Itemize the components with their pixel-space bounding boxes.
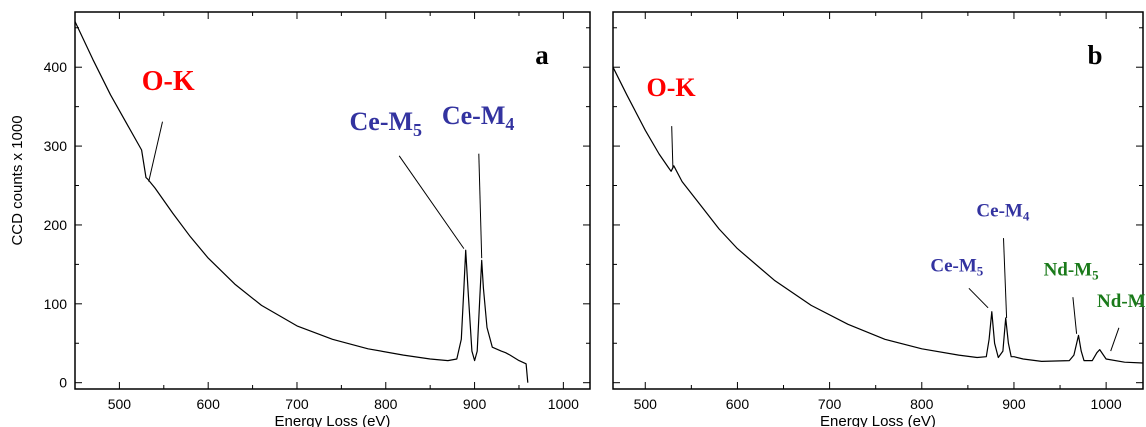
annotation-leader — [968, 287, 989, 309]
y-tick-label: 300 — [44, 138, 68, 154]
x-tick-label: 800 — [910, 396, 934, 412]
panel-letter: a — [535, 40, 549, 70]
edge-annotation: O-K — [142, 66, 195, 97]
annotation-leader — [671, 126, 674, 169]
annotation-leader — [1072, 297, 1078, 334]
plot-frame — [612, 11, 1144, 390]
spectrum-line — [612, 66, 1144, 364]
y-tick-label: 0 — [59, 375, 67, 391]
edge-annotation: Ce-M4 — [976, 200, 1029, 223]
x-tick-label: 600 — [726, 396, 750, 412]
x-axis-label: Energy Loss (eV) — [820, 413, 936, 427]
annotation-leader — [478, 153, 483, 259]
x-tick-label: 1000 — [1091, 396, 1122, 412]
x-tick-label: 700 — [818, 396, 842, 412]
x-axis-label: Energy Loss (eV) — [275, 413, 391, 427]
y-tick-label: 100 — [44, 296, 68, 312]
x-tick-label: 900 — [463, 396, 487, 412]
x-tick-label: 700 — [285, 396, 309, 412]
y-axis-label: CCD counts x 1000 — [9, 115, 26, 245]
x-tick-label: 500 — [634, 396, 658, 412]
x-tick-label: 800 — [374, 396, 398, 412]
edge-annotation: Ce-M5 — [350, 107, 423, 140]
x-tick-label: 500 — [108, 396, 132, 412]
x-tick-label: 600 — [197, 396, 221, 412]
annotation-leader — [1110, 327, 1120, 352]
y-tick-label: 400 — [44, 59, 68, 75]
panel-a: 500 600 700 800 900 1000 0 100 200 300 400 Energy L… — [9, 11, 591, 427]
edge-annotation: Nd-M4 — [1097, 291, 1146, 314]
annotation-leader — [148, 121, 163, 182]
edge-annotation: O-K — [647, 73, 697, 102]
edge-annotation: Ce-M4 — [442, 101, 515, 134]
panel-letter: b — [1087, 40, 1102, 70]
annotation-leader — [398, 155, 465, 249]
x-tick-label: 900 — [1002, 396, 1026, 412]
panel-b: 500 600 700 800 900 1000 Energy Loss (eV) b O-K C… — [612, 11, 1146, 427]
edge-annotation: Ce-M5 — [930, 255, 983, 278]
y-tick-label: 200 — [44, 217, 68, 233]
edge-annotation: Nd-M5 — [1044, 259, 1100, 282]
plot-frame — [74, 11, 591, 390]
annotation-leader — [1003, 238, 1008, 319]
x-tick-label: 1000 — [548, 396, 579, 412]
